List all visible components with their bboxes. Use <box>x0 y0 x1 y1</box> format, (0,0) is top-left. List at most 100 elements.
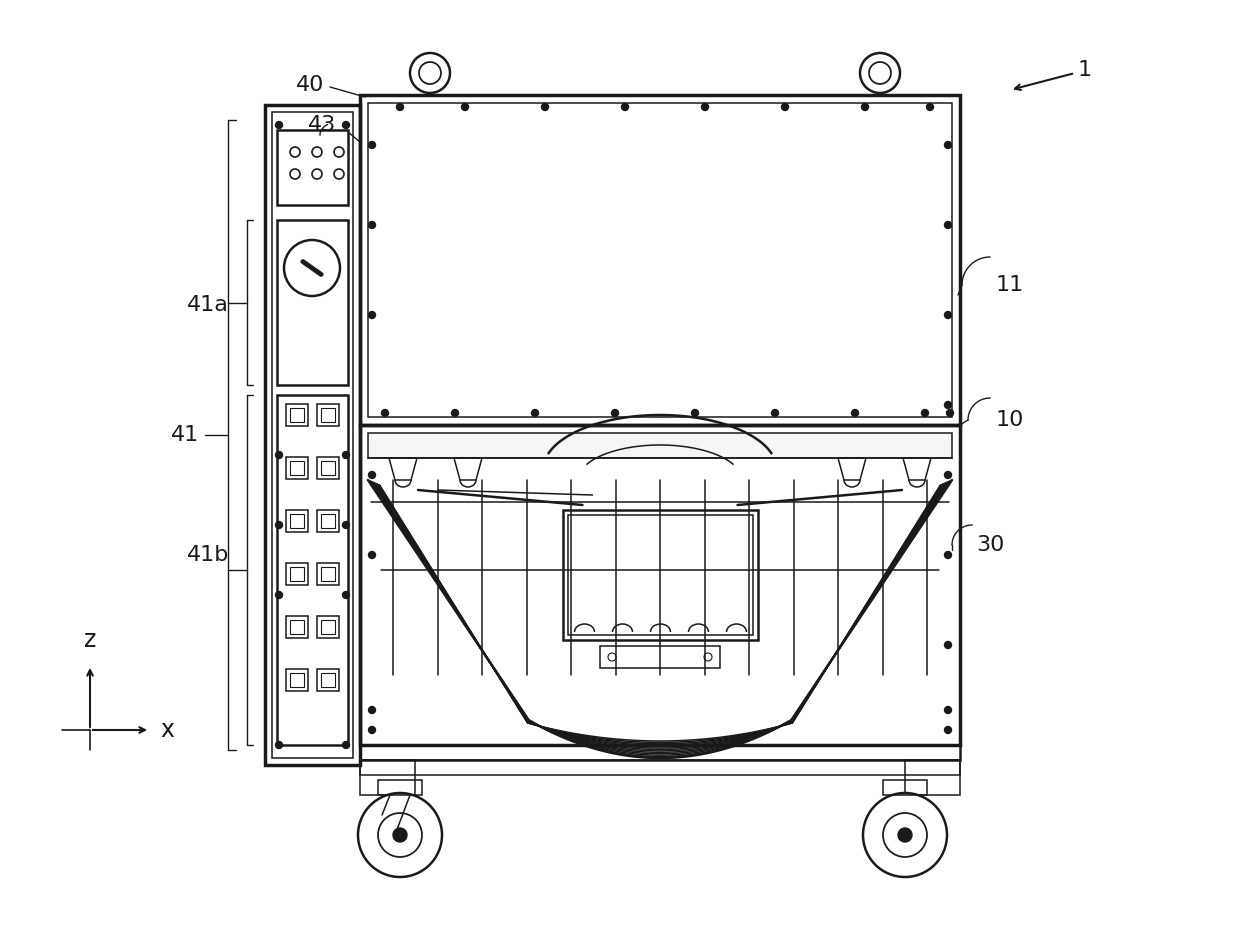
Circle shape <box>275 591 283 598</box>
Circle shape <box>945 726 951 734</box>
Circle shape <box>461 104 469 110</box>
Circle shape <box>861 53 900 93</box>
Bar <box>272 112 353 758</box>
Circle shape <box>921 410 929 416</box>
Circle shape <box>611 410 619 416</box>
Circle shape <box>945 142 951 149</box>
Circle shape <box>382 410 388 416</box>
Bar <box>368 103 952 417</box>
Circle shape <box>290 169 300 179</box>
Text: 11: 11 <box>996 275 1024 295</box>
Bar <box>317 563 339 585</box>
Circle shape <box>702 104 708 110</box>
Circle shape <box>312 169 322 179</box>
Circle shape <box>368 551 376 559</box>
Circle shape <box>946 410 954 416</box>
Circle shape <box>451 410 459 416</box>
Bar <box>321 673 335 687</box>
Circle shape <box>945 551 951 559</box>
Bar <box>321 408 335 422</box>
Circle shape <box>312 147 322 157</box>
Bar <box>321 514 335 528</box>
Text: 41: 41 <box>171 425 200 445</box>
Bar <box>360 760 960 775</box>
Bar <box>290 620 304 634</box>
Circle shape <box>275 121 283 129</box>
Bar <box>277 395 348 745</box>
Bar <box>321 461 335 475</box>
Circle shape <box>284 240 340 296</box>
Circle shape <box>608 653 616 661</box>
Bar <box>563 510 758 640</box>
Bar <box>360 425 960 745</box>
Text: 40: 40 <box>296 75 324 95</box>
Circle shape <box>275 522 283 528</box>
Circle shape <box>358 793 441 877</box>
Circle shape <box>334 169 343 179</box>
Text: 1: 1 <box>1078 60 1092 80</box>
Bar <box>360 95 960 425</box>
Bar <box>265 105 360 765</box>
Circle shape <box>368 707 376 713</box>
Bar <box>317 669 339 691</box>
Text: x: x <box>160 718 174 742</box>
Circle shape <box>898 828 911 842</box>
Circle shape <box>862 104 868 110</box>
Bar <box>883 780 928 795</box>
Text: 10: 10 <box>996 410 1024 430</box>
Circle shape <box>275 742 283 748</box>
Circle shape <box>608 653 616 661</box>
Circle shape <box>852 410 858 416</box>
Circle shape <box>368 472 376 478</box>
Circle shape <box>945 312 951 318</box>
Circle shape <box>926 104 934 110</box>
Bar <box>568 515 753 635</box>
Bar <box>286 404 308 426</box>
Bar <box>600 646 720 668</box>
Circle shape <box>342 451 350 459</box>
Bar <box>290 408 304 422</box>
Circle shape <box>883 813 928 857</box>
Circle shape <box>368 142 376 149</box>
Circle shape <box>542 104 548 110</box>
Circle shape <box>334 169 343 179</box>
Text: z: z <box>84 628 97 652</box>
Circle shape <box>945 642 951 648</box>
Circle shape <box>342 522 350 528</box>
Circle shape <box>771 410 779 416</box>
Circle shape <box>945 707 951 713</box>
Bar <box>317 616 339 638</box>
Circle shape <box>378 813 422 857</box>
Bar <box>317 457 339 479</box>
Circle shape <box>368 312 376 318</box>
Bar <box>286 457 308 479</box>
Circle shape <box>342 121 350 129</box>
Bar <box>277 220 348 385</box>
Bar <box>290 514 304 528</box>
Circle shape <box>290 147 300 157</box>
Circle shape <box>781 104 789 110</box>
Circle shape <box>342 591 350 598</box>
Bar <box>286 669 308 691</box>
Circle shape <box>368 726 376 734</box>
Text: 30: 30 <box>976 535 1004 555</box>
Circle shape <box>275 451 283 459</box>
Circle shape <box>342 742 350 748</box>
Circle shape <box>334 147 343 157</box>
Circle shape <box>945 401 951 409</box>
Bar <box>286 510 308 532</box>
Bar <box>277 130 348 205</box>
Bar <box>360 745 960 760</box>
Text: 43: 43 <box>308 115 336 135</box>
Circle shape <box>532 410 538 416</box>
Text: 41b: 41b <box>187 545 229 565</box>
Circle shape <box>945 472 951 478</box>
Circle shape <box>419 62 441 84</box>
Circle shape <box>863 793 947 877</box>
Bar <box>286 616 308 638</box>
Circle shape <box>290 147 300 157</box>
Circle shape <box>368 221 376 228</box>
Circle shape <box>692 410 698 416</box>
Circle shape <box>704 653 712 661</box>
Circle shape <box>945 221 951 228</box>
